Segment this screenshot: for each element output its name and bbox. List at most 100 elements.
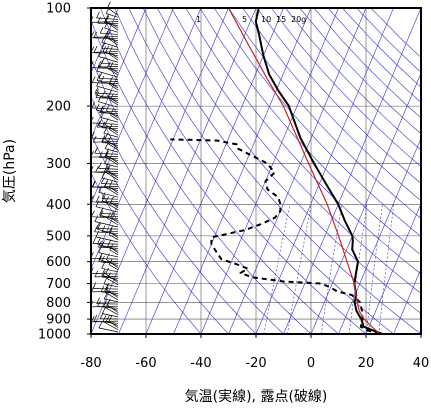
wind-barb-flag bbox=[106, 315, 110, 322]
isotherm-line bbox=[145, 8, 284, 334]
wind-barb-flag bbox=[91, 180, 96, 188]
mixing-ratio-line bbox=[378, 204, 395, 334]
wind-barb bbox=[107, 67, 119, 76]
wind-barb-flag bbox=[104, 284, 109, 292]
wind-barb-flag bbox=[100, 75, 105, 83]
wind-barb bbox=[101, 198, 119, 200]
wind-barb bbox=[102, 47, 119, 50]
wind-barb bbox=[107, 218, 119, 226]
wind-barb-flag bbox=[94, 86, 99, 94]
wind-barb-flag bbox=[92, 136, 97, 143]
wind-barb bbox=[95, 171, 119, 174]
wind-barb-flag bbox=[95, 166, 99, 173]
wind-barb bbox=[103, 283, 119, 288]
wind-barb bbox=[97, 66, 119, 68]
wind-barb bbox=[108, 83, 119, 91]
dry-adiabat-line bbox=[91, 57, 284, 334]
y-tick-label: 600 bbox=[46, 255, 71, 270]
dry-adiabat-line bbox=[171, 8, 421, 294]
wind-barb-flag bbox=[96, 74, 101, 81]
x-tick-label: -40 bbox=[190, 356, 211, 371]
wind-barb bbox=[107, 7, 119, 16]
y-tick-label: 300 bbox=[46, 157, 71, 172]
wind-barb bbox=[91, 107, 119, 110]
dry-adiabat-line bbox=[142, 8, 421, 334]
isotherm-line bbox=[118, 8, 257, 334]
wind-barb bbox=[96, 228, 119, 230]
isotherm-line bbox=[173, 8, 312, 334]
wind-barb bbox=[94, 275, 119, 278]
wind-barb-flag bbox=[94, 215, 99, 222]
wind-barbs bbox=[89, 1, 119, 333]
wind-barb bbox=[110, 114, 119, 121]
dry-adiabat-line bbox=[242, 8, 421, 202]
wind-barb bbox=[92, 288, 119, 290]
mixing-ratio-labels: 1 5 10 15 20g bbox=[196, 15, 306, 24]
mixing-ratio-line bbox=[263, 204, 291, 334]
y-tick-label: 900 bbox=[46, 313, 71, 328]
wind-barb-flag bbox=[109, 243, 114, 251]
wind-barb-flag bbox=[95, 103, 100, 111]
isotherm-line bbox=[393, 268, 421, 334]
mixing-ratio-label: 1 bbox=[196, 15, 201, 24]
wind-barb bbox=[99, 157, 119, 159]
wind-barb-flag bbox=[102, 45, 107, 53]
wind-barb-flag bbox=[101, 269, 106, 276]
dry-adiabat-line bbox=[185, 8, 421, 275]
y-tick-label: 100 bbox=[46, 2, 71, 17]
wind-barb bbox=[101, 267, 119, 273]
wind-barb bbox=[107, 143, 119, 151]
dry-adiabat-line bbox=[214, 8, 421, 237]
wind-barb-flag bbox=[93, 31, 98, 39]
wind-barb bbox=[102, 313, 119, 318]
y-tick-label: 500 bbox=[46, 229, 71, 244]
wind-barb bbox=[100, 111, 119, 113]
wind-barb bbox=[101, 62, 119, 65]
wind-barb-flag bbox=[106, 104, 110, 111]
wind-barb bbox=[91, 137, 119, 140]
reference-profile-line bbox=[227, 8, 381, 334]
wind-barb bbox=[103, 132, 119, 138]
x-tick-label: -20 bbox=[245, 356, 266, 371]
wind-barb-flag bbox=[96, 120, 101, 128]
dry-adiabat-line bbox=[114, 8, 367, 334]
wind-barb bbox=[100, 32, 119, 35]
wind-barb bbox=[101, 261, 119, 264]
wind-barb bbox=[109, 249, 119, 256]
isotherm-line bbox=[228, 8, 367, 334]
wind-barb bbox=[104, 27, 119, 33]
wind-barb-flag bbox=[92, 180, 96, 188]
wind-barb bbox=[90, 52, 119, 55]
y-tick-label: 400 bbox=[46, 198, 71, 213]
wind-barb bbox=[95, 206, 119, 213]
wind-barb bbox=[101, 230, 119, 233]
wind-barb bbox=[96, 17, 119, 20]
wind-barb bbox=[95, 236, 119, 243]
dry-adiabat-line bbox=[228, 8, 421, 219]
temperature-line bbox=[254, 8, 383, 334]
wind-barb-flag bbox=[98, 246, 102, 253]
wind-barb-flag bbox=[94, 147, 98, 154]
mixing-ratio-label: 5 bbox=[242, 15, 247, 24]
wind-barb-flag bbox=[107, 1, 111, 8]
wind-barb bbox=[110, 99, 119, 106]
wind-barb bbox=[98, 327, 119, 333]
isotherm-line bbox=[91, 8, 229, 334]
dry-adiabat-line bbox=[356, 8, 421, 73]
y-tick-label: 200 bbox=[46, 100, 71, 115]
wind-barb bbox=[101, 142, 119, 144]
wind-barb bbox=[101, 41, 119, 48]
wind-barb-flag bbox=[98, 321, 103, 329]
mixing-ratio-line bbox=[287, 204, 312, 334]
dry-adiabat-line bbox=[285, 8, 421, 151]
isotherm-line bbox=[91, 8, 119, 74]
wind-barb bbox=[104, 298, 119, 303]
isotherm-line bbox=[420, 333, 421, 334]
wind-barb bbox=[98, 260, 119, 263]
y-tick-label: 700 bbox=[46, 277, 71, 292]
profile-series bbox=[170, 8, 383, 334]
mixing-ratio-label: 10 bbox=[261, 15, 271, 24]
wind-barb bbox=[108, 320, 119, 328]
wind-barb-flag bbox=[109, 61, 114, 69]
